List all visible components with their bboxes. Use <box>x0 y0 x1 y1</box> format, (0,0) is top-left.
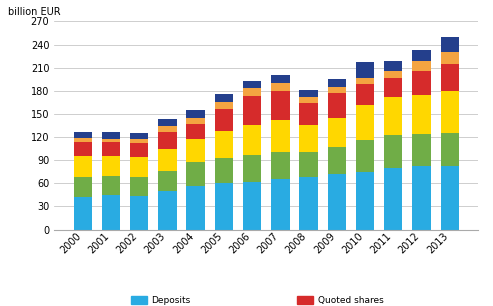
Bar <box>328 174 346 230</box>
Bar <box>73 155 92 177</box>
Bar <box>186 118 205 124</box>
Bar <box>102 176 120 195</box>
Bar <box>328 118 346 147</box>
Bar <box>214 109 233 131</box>
Bar <box>243 155 261 182</box>
Bar <box>271 91 289 120</box>
Bar <box>412 50 431 62</box>
Bar <box>412 62 431 71</box>
Bar <box>130 196 148 230</box>
Bar <box>158 132 176 149</box>
Text: billion EUR: billion EUR <box>7 7 60 17</box>
Bar <box>271 120 289 152</box>
Bar <box>102 139 120 142</box>
Bar <box>130 177 148 196</box>
Bar <box>356 140 374 173</box>
Bar <box>214 131 233 158</box>
Bar <box>328 147 346 174</box>
Bar <box>73 142 92 155</box>
Bar <box>271 152 289 179</box>
Bar <box>214 102 233 109</box>
Bar <box>441 133 459 166</box>
Bar <box>271 75 289 83</box>
Bar <box>299 152 318 177</box>
Bar <box>214 94 233 102</box>
Bar <box>271 83 289 91</box>
Bar <box>102 156 120 176</box>
Bar <box>130 139 148 143</box>
Bar <box>243 96 261 125</box>
Bar <box>186 185 205 230</box>
Bar <box>214 183 233 230</box>
Bar <box>412 95 431 134</box>
Bar <box>412 71 431 95</box>
Bar <box>384 168 402 230</box>
Bar <box>186 110 205 118</box>
Bar <box>158 171 176 191</box>
Bar <box>130 157 148 177</box>
Bar <box>243 81 261 88</box>
Bar <box>356 84 374 106</box>
Bar <box>299 103 318 125</box>
Bar <box>356 78 374 84</box>
Bar <box>102 132 120 139</box>
Bar <box>73 138 92 142</box>
Bar <box>158 191 176 230</box>
Bar <box>412 134 431 166</box>
Bar <box>299 125 318 152</box>
Bar <box>186 124 205 139</box>
Bar <box>186 139 205 162</box>
Bar <box>299 177 318 230</box>
Bar <box>328 87 346 93</box>
Bar <box>271 179 289 230</box>
Bar <box>384 71 402 78</box>
Bar <box>441 64 459 91</box>
Bar <box>186 162 205 185</box>
Bar <box>299 97 318 103</box>
Bar <box>299 90 318 97</box>
Bar <box>441 52 459 64</box>
Bar <box>158 149 176 171</box>
Bar <box>328 79 346 87</box>
Bar <box>102 142 120 156</box>
Bar <box>356 106 374 140</box>
Bar <box>243 125 261 155</box>
Bar <box>102 195 120 230</box>
Bar <box>384 136 402 168</box>
Bar <box>441 37 459 52</box>
Bar <box>328 93 346 118</box>
Bar <box>384 97 402 136</box>
Bar <box>158 118 176 126</box>
Bar <box>356 173 374 230</box>
Bar <box>441 166 459 230</box>
Bar <box>384 62 402 71</box>
Bar <box>243 88 261 96</box>
Bar <box>243 182 261 230</box>
Bar <box>158 126 176 132</box>
Bar <box>356 62 374 78</box>
Bar <box>441 91 459 133</box>
Bar <box>384 78 402 97</box>
Bar <box>412 166 431 230</box>
Legend: Deposits, Insurance technical reserves, Unquoted shares, other equity, Quoted sh: Deposits, Insurance technical reserves, … <box>127 292 405 306</box>
Bar <box>130 133 148 139</box>
Bar <box>130 143 148 157</box>
Bar <box>73 197 92 230</box>
Bar <box>73 132 92 138</box>
Bar <box>73 177 92 197</box>
Bar <box>214 158 233 183</box>
